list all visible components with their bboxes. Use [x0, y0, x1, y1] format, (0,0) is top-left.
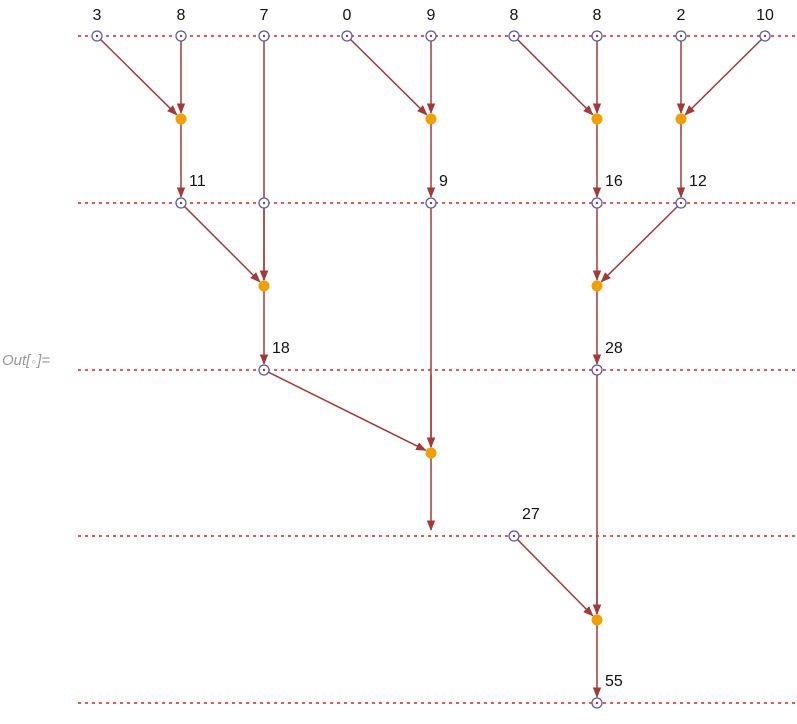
value-label: 16	[605, 173, 623, 190]
register-node-dot	[262, 201, 266, 205]
value-label: 10	[756, 7, 774, 24]
output-prefix-before: Out[	[2, 352, 31, 369]
register-node-dot	[679, 34, 683, 38]
value-labels: 3 8 7 0 9 8 8 2 10 11 9 16 12 18 28 27 55	[93, 7, 774, 690]
value-label: 8	[593, 7, 602, 24]
register-node-dot	[95, 34, 99, 38]
register-node-dot	[179, 34, 183, 38]
edge-to-adder	[516, 539, 594, 617]
register-node-dot	[595, 368, 599, 372]
output-prompt-label: Out[∘]=	[2, 352, 50, 369]
adder-node	[591, 614, 603, 626]
register-node-dot	[179, 201, 183, 205]
edge-to-adder	[517, 39, 594, 116]
register-node-dot	[262, 368, 266, 372]
value-label: 8	[177, 7, 186, 24]
edge-to-adder	[100, 38, 178, 116]
register-node-dot	[345, 34, 349, 38]
register-node-dot	[595, 34, 599, 38]
value-label: 2	[677, 7, 686, 24]
edge-to-adder	[350, 38, 428, 116]
register-node-dot	[262, 34, 266, 38]
value-label: 12	[689, 173, 707, 190]
register-node-dot	[679, 201, 683, 205]
adder-node	[425, 447, 437, 459]
output-prefix-after: ]=	[37, 352, 51, 369]
register-node-dot	[429, 34, 433, 38]
edge-to-adder	[184, 206, 261, 283]
register-node-dot	[512, 534, 516, 538]
value-label: 7	[260, 7, 269, 24]
tree-nodes	[91, 30, 771, 709]
register-node-dot	[512, 34, 516, 38]
level-guide-lines	[78, 35, 795, 704]
value-label: 9	[427, 7, 436, 24]
adder-node	[591, 113, 603, 125]
value-label: 18	[272, 340, 290, 357]
edge-to-adder	[268, 371, 427, 452]
value-label: 9	[439, 173, 448, 190]
value-label: 0	[343, 7, 352, 24]
adder-node	[175, 113, 187, 125]
value-label: 55	[605, 673, 623, 690]
adder-node	[258, 280, 270, 292]
register-node-dot	[595, 701, 599, 705]
adder-node	[591, 280, 603, 292]
register-node-dot	[595, 201, 599, 205]
register-node-dot	[429, 201, 433, 205]
output-marker: ∘	[30, 356, 38, 368]
tree-edges	[100, 38, 762, 699]
adder-node	[425, 113, 437, 125]
adder-node	[675, 113, 687, 125]
value-label: 3	[93, 7, 102, 24]
edge-to-adder	[600, 205, 678, 283]
value-label: 8	[510, 7, 519, 24]
register-node-dot	[763, 34, 767, 38]
value-label: 27	[522, 506, 540, 523]
value-label: 11	[189, 173, 206, 190]
value-label: 28	[605, 340, 623, 357]
edge-to-adder	[684, 38, 762, 116]
